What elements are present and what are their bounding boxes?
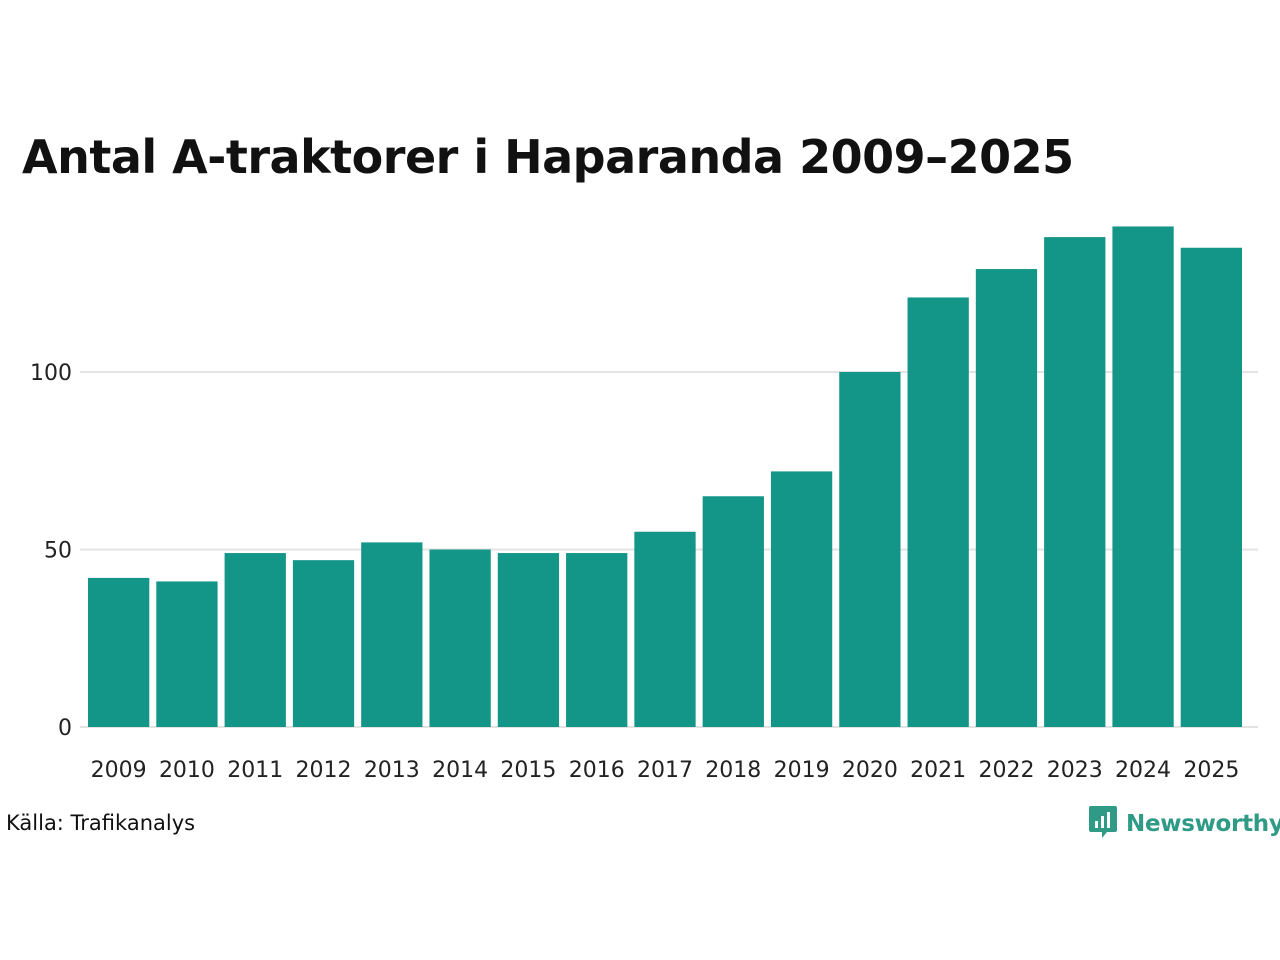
x-tick-label: 2009 — [91, 758, 147, 783]
x-tick-label: 2013 — [364, 758, 420, 783]
bars — [88, 226, 1242, 727]
x-tick-label: 2014 — [432, 758, 488, 783]
y-tick-label: 50 — [44, 539, 72, 564]
bar-2022 — [975, 269, 1038, 727]
bar-2023 — [1044, 237, 1106, 727]
chart-title: Antal A-traktorer i Haparanda 2009–2025 — [22, 130, 1074, 184]
x-tick-label: 2017 — [637, 758, 693, 783]
bar-2010 — [156, 581, 218, 727]
newsworthy-logo-icon — [1088, 804, 1118, 844]
bar-2020 — [839, 372, 901, 727]
bar-2012 — [292, 560, 355, 727]
x-tick-label: 2021 — [910, 758, 966, 783]
x-tick-label: 2010 — [159, 758, 215, 783]
x-tick-label: 2020 — [842, 758, 898, 783]
brand-name: Newsworthy — [1126, 811, 1280, 837]
x-axis-ticks: 2009 2010 2011 2012 2013 2014 2015 2016 2017 2018… — [91, 758, 1240, 783]
bar-2025 — [1180, 247, 1242, 727]
bar-2014 — [429, 549, 491, 727]
x-tick-label: 2011 — [227, 758, 283, 783]
bar-2013 — [361, 542, 423, 727]
x-tick-label: 2025 — [1183, 758, 1239, 783]
x-tick-label: 2019 — [774, 758, 830, 783]
bar-2016 — [566, 553, 628, 727]
bar-2018 — [702, 496, 764, 727]
bar-2019 — [770, 471, 833, 727]
bar-2024 — [1112, 226, 1174, 727]
x-tick-label: 2012 — [296, 758, 352, 783]
x-tick-label: 2023 — [1047, 758, 1103, 783]
bar-2011 — [224, 553, 286, 727]
y-tick-label: 0 — [58, 716, 72, 741]
bar-2017 — [634, 531, 696, 727]
y-axis-ticks: 0 50 100 — [30, 361, 72, 741]
bar-2015 — [497, 553, 560, 727]
x-tick-label: 2024 — [1115, 758, 1171, 783]
x-tick-label: 2018 — [705, 758, 761, 783]
bar-2009 — [88, 577, 150, 727]
x-tick-label: 2022 — [978, 758, 1034, 783]
source-note: Källa: Trafikanalys — [6, 811, 196, 835]
bar-2021 — [907, 297, 969, 727]
y-tick-label: 100 — [30, 361, 72, 386]
x-tick-label: 2016 — [569, 758, 625, 783]
x-tick-label: 2015 — [500, 758, 556, 783]
brand-logo: Newsworthy — [1088, 804, 1280, 844]
